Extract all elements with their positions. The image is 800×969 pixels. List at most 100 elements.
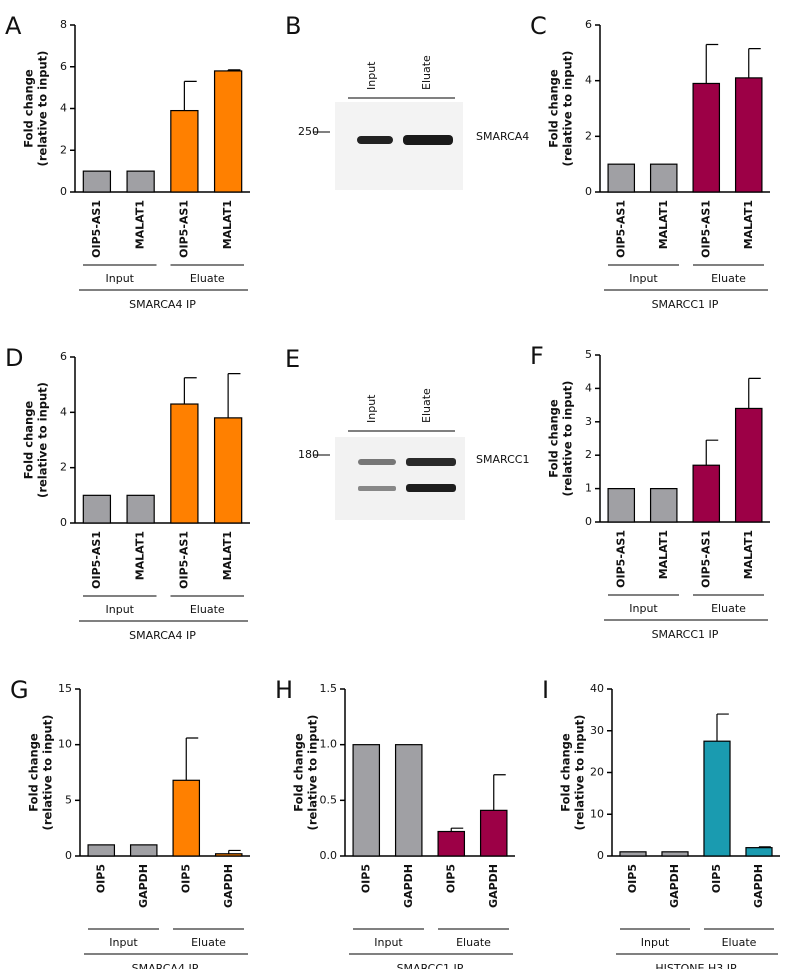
bar	[661, 851, 689, 857]
x-tick-label: GAPDH	[487, 864, 500, 908]
group-label: Eluate	[711, 602, 746, 615]
y-tick-label: 0	[597, 849, 604, 862]
panel-letter: I	[542, 676, 549, 704]
x-tick-label: MALAT1	[221, 531, 234, 580]
group-label: Eluate	[722, 936, 757, 949]
x-tick-label: OIP5-AS1	[614, 200, 627, 258]
x-tick-label: MALAT1	[134, 200, 147, 249]
blot-band	[406, 458, 456, 466]
y-axis-label: Fold change	[22, 69, 36, 148]
x-axis-label: SMARCA4 IP	[132, 962, 199, 969]
y-tick-label: 10	[58, 738, 72, 751]
y-tick-label: 40	[590, 682, 604, 695]
y-tick-label: 5	[65, 793, 72, 806]
group-label: Input	[106, 272, 135, 285]
group-label: Eluate	[456, 936, 491, 949]
y-tick-label: 0.0	[320, 849, 338, 862]
group-label: Eluate	[711, 272, 746, 285]
blot-band	[403, 135, 453, 145]
y-tick-label: 2	[585, 129, 592, 142]
group-label: Eluate	[190, 272, 225, 285]
blot-band	[357, 136, 393, 144]
y-tick-label: 4	[585, 74, 592, 87]
x-axis-label: SMARCC1 IP	[652, 628, 719, 641]
y-tick-label: 0.5	[320, 793, 338, 806]
bar	[170, 109, 199, 193]
y-tick-label: 20	[590, 766, 604, 779]
protein-label: SMARCA4	[476, 130, 529, 143]
y-axis-label: Fold change	[547, 399, 561, 478]
x-tick-label: OIP5	[359, 864, 372, 893]
x-tick-label: OIP5	[626, 864, 639, 893]
x-axis-label: SMARCA4 IP	[129, 298, 196, 311]
x-axis-label: SMARCC1 IP	[652, 298, 719, 311]
error-bar	[705, 439, 719, 466]
error-bar	[716, 713, 729, 742]
bar	[607, 488, 636, 523]
bar	[734, 77, 763, 193]
x-tick-label: OIP5-AS1	[699, 530, 712, 588]
panel-letter: B	[285, 12, 301, 40]
panel-letter: H	[275, 676, 293, 704]
bar	[479, 809, 508, 857]
y-tick-label: 0	[585, 515, 592, 528]
bar	[745, 847, 773, 857]
error-bar	[227, 373, 241, 418]
bar	[607, 163, 636, 193]
y-tick-label: 6	[60, 350, 67, 363]
y-axis-label: Fold change	[27, 733, 41, 812]
y-tick-label: 4	[585, 381, 592, 394]
panel-letter: C	[530, 12, 547, 40]
bar	[394, 744, 423, 857]
y-tick-label: 2	[60, 143, 67, 156]
y-axis-label: (relative to input)	[36, 51, 50, 167]
bar	[129, 844, 158, 857]
y-tick-label: 10	[590, 807, 604, 820]
y-tick-label: 6	[60, 60, 67, 73]
lane-label: Eluate	[420, 55, 433, 90]
bar	[352, 744, 381, 857]
y-axis-label: (relative to input)	[36, 382, 50, 498]
marker-label: 250	[298, 125, 319, 138]
error-bar	[183, 80, 197, 111]
x-tick-label: OIP5-AS1	[90, 200, 103, 258]
x-tick-label: GAPDH	[668, 864, 681, 908]
x-axis-label: HISTONE H3 IP	[655, 962, 737, 969]
y-axis-label: (relative to input)	[41, 715, 55, 831]
x-tick-label: MALAT1	[657, 200, 670, 249]
error-bar	[493, 774, 506, 811]
bar	[213, 70, 243, 193]
x-tick-label: GAPDH	[402, 864, 415, 908]
x-tick-label: OIP5	[94, 864, 107, 893]
y-axis-label: (relative to input)	[573, 715, 587, 831]
y-tick-label: 0	[60, 516, 67, 529]
error-bar	[185, 737, 199, 781]
panel-letter: D	[5, 344, 23, 372]
y-tick-label: 30	[590, 724, 604, 737]
bar	[87, 844, 116, 857]
error-bar	[758, 846, 771, 848]
group-label: Input	[629, 272, 658, 285]
bar	[172, 779, 201, 857]
error-bar	[183, 377, 197, 405]
y-tick-label: 1.5	[320, 682, 338, 695]
x-tick-label: OIP5-AS1	[177, 200, 190, 258]
y-axis-label: (relative to input)	[306, 715, 320, 831]
x-tick-label: MALAT1	[657, 530, 670, 579]
bar	[126, 170, 155, 193]
x-tick-label: GAPDH	[222, 864, 235, 908]
y-axis-label: Fold change	[559, 733, 573, 812]
error-bar	[705, 43, 719, 84]
y-tick-label: 2	[585, 448, 592, 461]
bar	[692, 82, 721, 193]
error-bar	[450, 827, 464, 832]
bar	[126, 494, 155, 524]
bar	[703, 740, 731, 857]
panel-letter: F	[530, 342, 544, 370]
blot-band	[406, 484, 456, 492]
x-tick-label: GAPDH	[752, 864, 765, 908]
blot-band	[358, 486, 396, 491]
group-label: Input	[374, 936, 403, 949]
x-tick-label: MALAT1	[221, 200, 234, 249]
x-tick-label: OIP5	[710, 864, 723, 893]
